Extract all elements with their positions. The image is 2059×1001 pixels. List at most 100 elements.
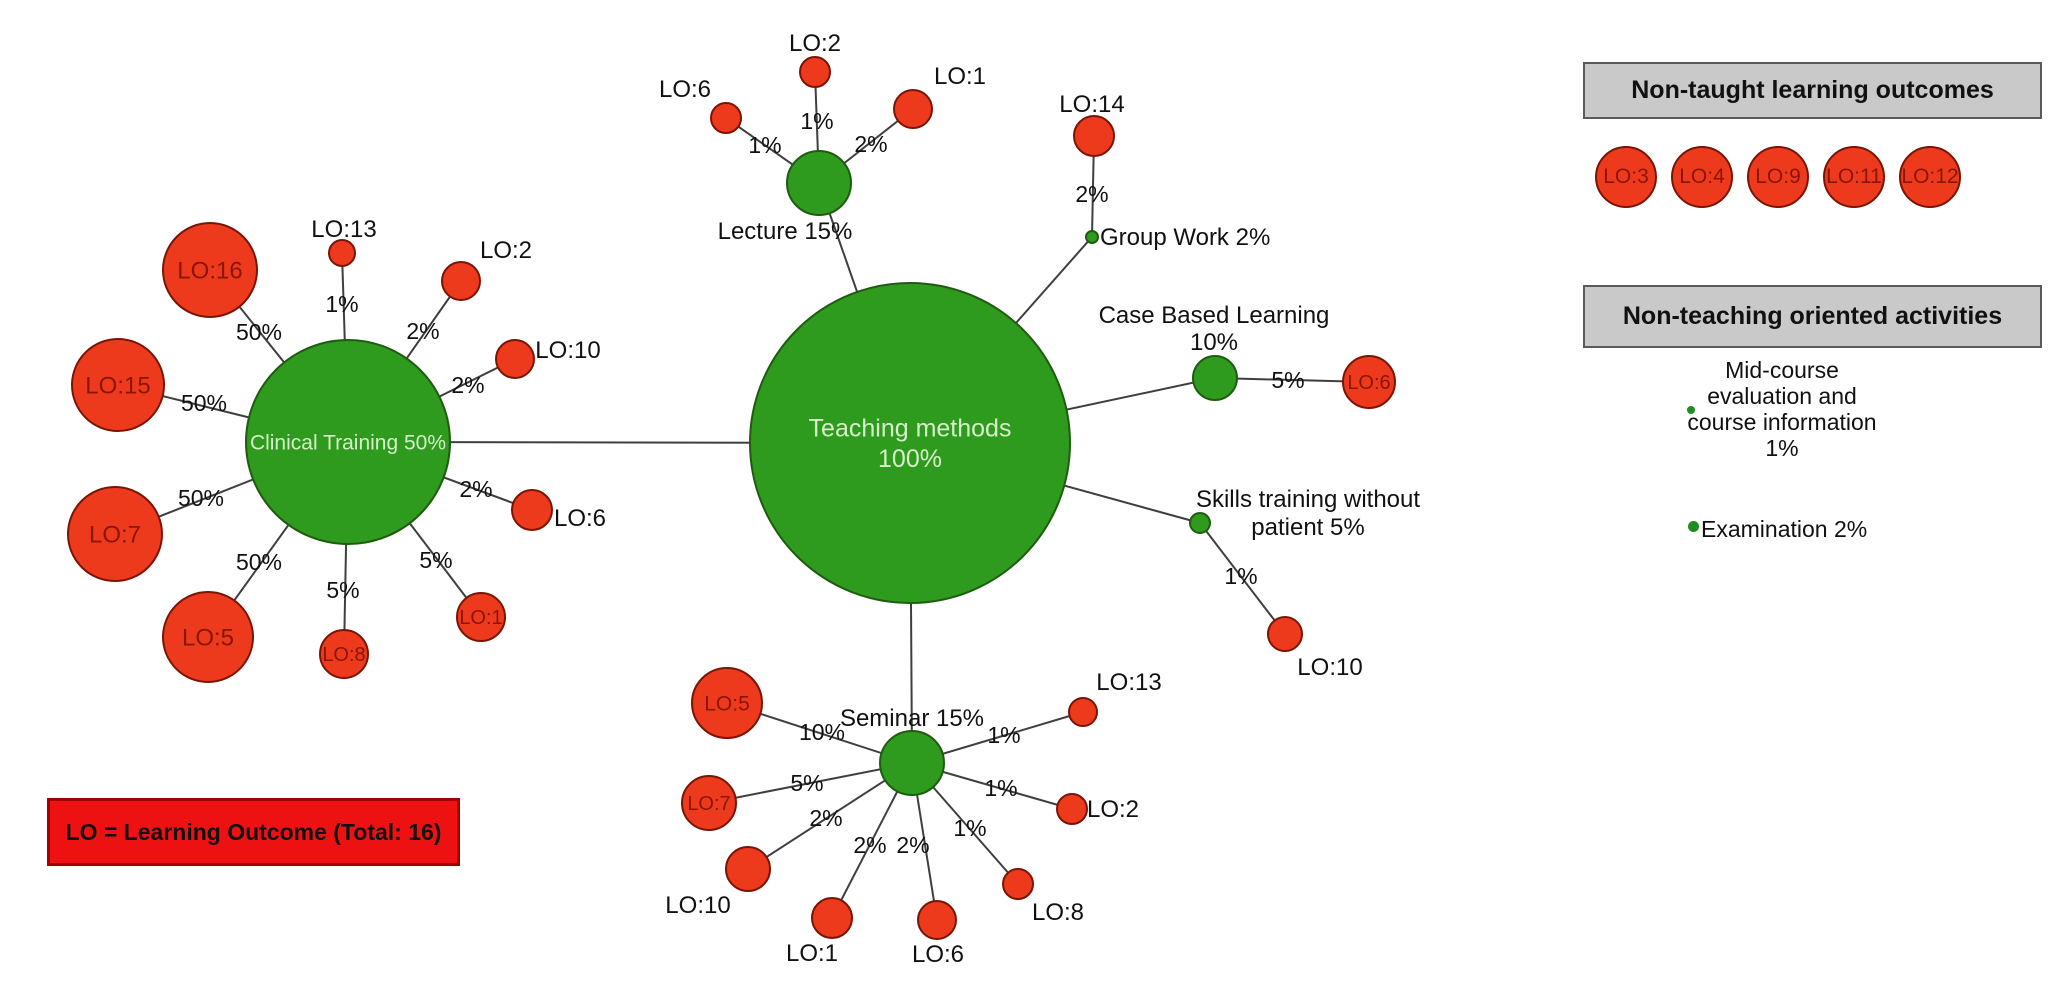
node-ct-lo6 (511, 489, 553, 531)
label-skills-training: Skills training without (1196, 486, 1420, 513)
teaching-methods-circle (749, 282, 1071, 604)
node-sem-lo5: LO:5 (691, 667, 763, 739)
sem-lo6-circle (917, 900, 957, 940)
label-sem-lo6: LO:6 (912, 941, 964, 968)
label-lecture: Lecture 15% (718, 218, 853, 245)
ct-lo13-circle (328, 239, 356, 267)
node-ct-lo10 (495, 339, 535, 379)
legend-box: LO = Learning Outcome (Total: 16) (47, 798, 460, 866)
node-sem-lo13 (1068, 697, 1098, 727)
sk-lo10-circle (1267, 616, 1303, 652)
sem-lo5-circle (691, 667, 763, 739)
edge-label-seminar--sem-lo8: 1% (953, 815, 986, 841)
label-ct-lo6: LO:6 (554, 505, 606, 532)
ct-lo16-circle (162, 222, 258, 318)
edge-label-seminar--sem-lo1: 2% (853, 832, 886, 858)
ct-lo8-inner-label: LO:8 (322, 644, 365, 666)
label-lec-lo1: LO:1 (934, 63, 986, 90)
ct-lo15-inner-label: LO:15 (85, 372, 150, 399)
label-ct-lo13: LO:13 (311, 216, 376, 243)
edge-label-seminar--sem-lo13: 1% (987, 722, 1020, 748)
sem-lo2-circle (1056, 793, 1088, 825)
node-sem-lo6 (917, 900, 957, 940)
edge-label-clinical-training--ct-lo15: 50% (181, 390, 227, 416)
non-taught-outcome-circle: LO:4 (1671, 146, 1733, 208)
edge-label-clinical-training--ct-lo10: 2% (451, 372, 484, 398)
node-clinical-training: Clinical Training 50% (245, 339, 451, 545)
edge-label-clinical-training--ct-lo7: 50% (178, 485, 224, 511)
ct-lo2-circle (441, 261, 481, 301)
edge-label-clinical-training--ct-lo6: 2% (459, 476, 492, 502)
clinical-training-circle (245, 339, 451, 545)
label-case-based-learning: Case Based Learning (1099, 302, 1330, 329)
sem-lo13-circle (1068, 697, 1098, 727)
node-ct-lo2 (441, 261, 481, 301)
seminar-circle (879, 730, 945, 796)
ct-lo5-circle (162, 591, 254, 683)
non-teaching-panel-title: Non-teaching oriented activities (1622, 302, 2003, 330)
edge-label-lecture--lec-lo6: 1% (748, 132, 781, 158)
sem-lo7-circle (681, 775, 737, 831)
node-gw-lo14 (1073, 115, 1115, 157)
sem-lo1-circle (811, 897, 853, 939)
lec-lo6-circle (710, 102, 742, 134)
node-lecture (786, 150, 852, 216)
node-sem-lo1 (811, 897, 853, 939)
cbl-lo6-inner-label: LO:6 (1347, 372, 1390, 394)
label-sem-lo13: LO:13 (1096, 669, 1161, 696)
sem-lo10-circle (725, 846, 771, 892)
node-sem-lo2 (1056, 793, 1088, 825)
non-teaching-panel-header: Non-teaching oriented activities (1583, 285, 2042, 348)
edge-label-seminar--sem-lo7: 5% (790, 770, 823, 796)
node-seminar (879, 730, 945, 796)
node-skills-training (1189, 512, 1211, 534)
edge-label-group-work--gw-lo14: 2% (1075, 181, 1108, 207)
ct-lo16-inner-label: LO:16 (177, 257, 242, 284)
node-lec-lo1 (893, 89, 933, 129)
node-case-based-learning (1192, 355, 1238, 401)
node-sk-lo10 (1267, 616, 1303, 652)
node-lec-lo6 (710, 102, 742, 134)
midcourse-dot-icon (1687, 406, 1695, 414)
label-sk-lo10: LO:10 (1297, 654, 1362, 681)
ct-lo1-inner-label: LO:1 (459, 607, 502, 629)
ct-lo7-circle (67, 486, 163, 582)
label-ct-lo10: LO:10 (535, 337, 600, 364)
examination-activity-label: Examination 2% (1701, 516, 1868, 542)
examination-dot-icon (1688, 521, 1699, 532)
case-based-learning-circle (1192, 355, 1238, 401)
node-ct-lo13 (328, 239, 356, 267)
ct-lo10-circle (495, 339, 535, 379)
legend-text: LO = Learning Outcome (Total: 16) (65, 818, 442, 845)
midcourse-activity-label: Mid-course evaluation and course informa… (1632, 357, 1932, 461)
label-group-work: Group Work 2% (1100, 224, 1270, 251)
sem-lo5-inner-label: LO:5 (704, 692, 750, 715)
non-taught-outcomes-row: LO:3 LO:4 LO:9 LO:11 LO:12 (1595, 146, 1961, 208)
node-sem-lo10 (725, 846, 771, 892)
edge-label-seminar--sem-lo5: 10% (799, 719, 845, 745)
label-sem-lo2: LO:2 (1087, 796, 1139, 823)
node-ct-lo16: LO:16 (162, 222, 258, 318)
edge-label-seminar--sem-lo6: 2% (896, 832, 929, 858)
ct-lo1-circle (456, 592, 506, 642)
node-group-work (1085, 230, 1099, 244)
skills-training-circle (1189, 512, 1211, 534)
node-ct-lo7: LO:7 (67, 486, 163, 582)
edge-label-lecture--lec-lo1: 2% (854, 131, 887, 157)
label-lec-lo6: LO:6 (659, 76, 711, 103)
edge-label-clinical-training--ct-lo8: 5% (326, 577, 359, 603)
midcourse-line-4: 1% (1765, 435, 1799, 461)
sem-lo7-inner-label: LO:7 (687, 793, 730, 815)
ct-lo8-circle (319, 629, 369, 679)
non-taught-panel-title: Non-taught learning outcomes (1631, 76, 1994, 104)
sem-lo8-circle (1002, 868, 1034, 900)
clinical-training-inner-label: Clinical Training 50% (250, 431, 446, 454)
non-taught-outcome-circle: LO:9 (1747, 146, 1809, 208)
edge-seminar--sem-lo7 (708, 762, 913, 804)
edge-label-clinical-training--ct-lo16: 50% (236, 319, 282, 345)
midcourse-line-2: evaluation and (1707, 383, 1857, 409)
label-seminar: Seminar 15% (840, 705, 984, 732)
group-work-circle (1085, 230, 1099, 244)
